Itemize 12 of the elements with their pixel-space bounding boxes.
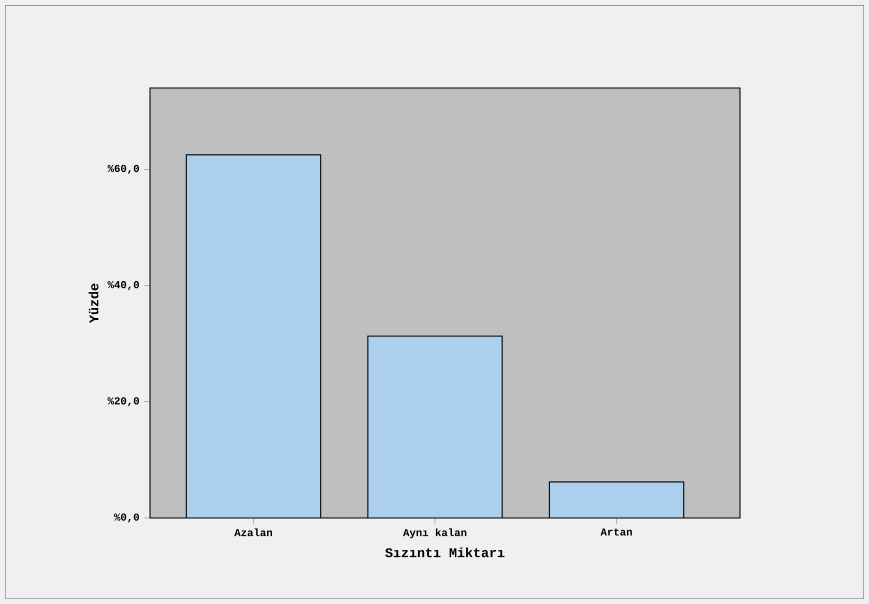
x-tick-label: Azalan — [234, 528, 272, 536]
y-tick-label: %40,0 — [108, 281, 139, 290]
bar — [367, 336, 503, 518]
y-axis-title: Yüzde — [88, 284, 98, 323]
y-tick-label: %0,0 — [114, 513, 139, 522]
y-tick-label: %60,0 — [108, 164, 139, 174]
x-tick-label: Aynı kalan — [403, 528, 466, 538]
bar — [186, 154, 322, 518]
x-axis-title: Sızıntı Miktarı — [385, 547, 504, 558]
x-tick-label: Artan — [600, 528, 632, 536]
y-tick-label: %20,0 — [108, 397, 139, 406]
bar — [548, 481, 684, 518]
